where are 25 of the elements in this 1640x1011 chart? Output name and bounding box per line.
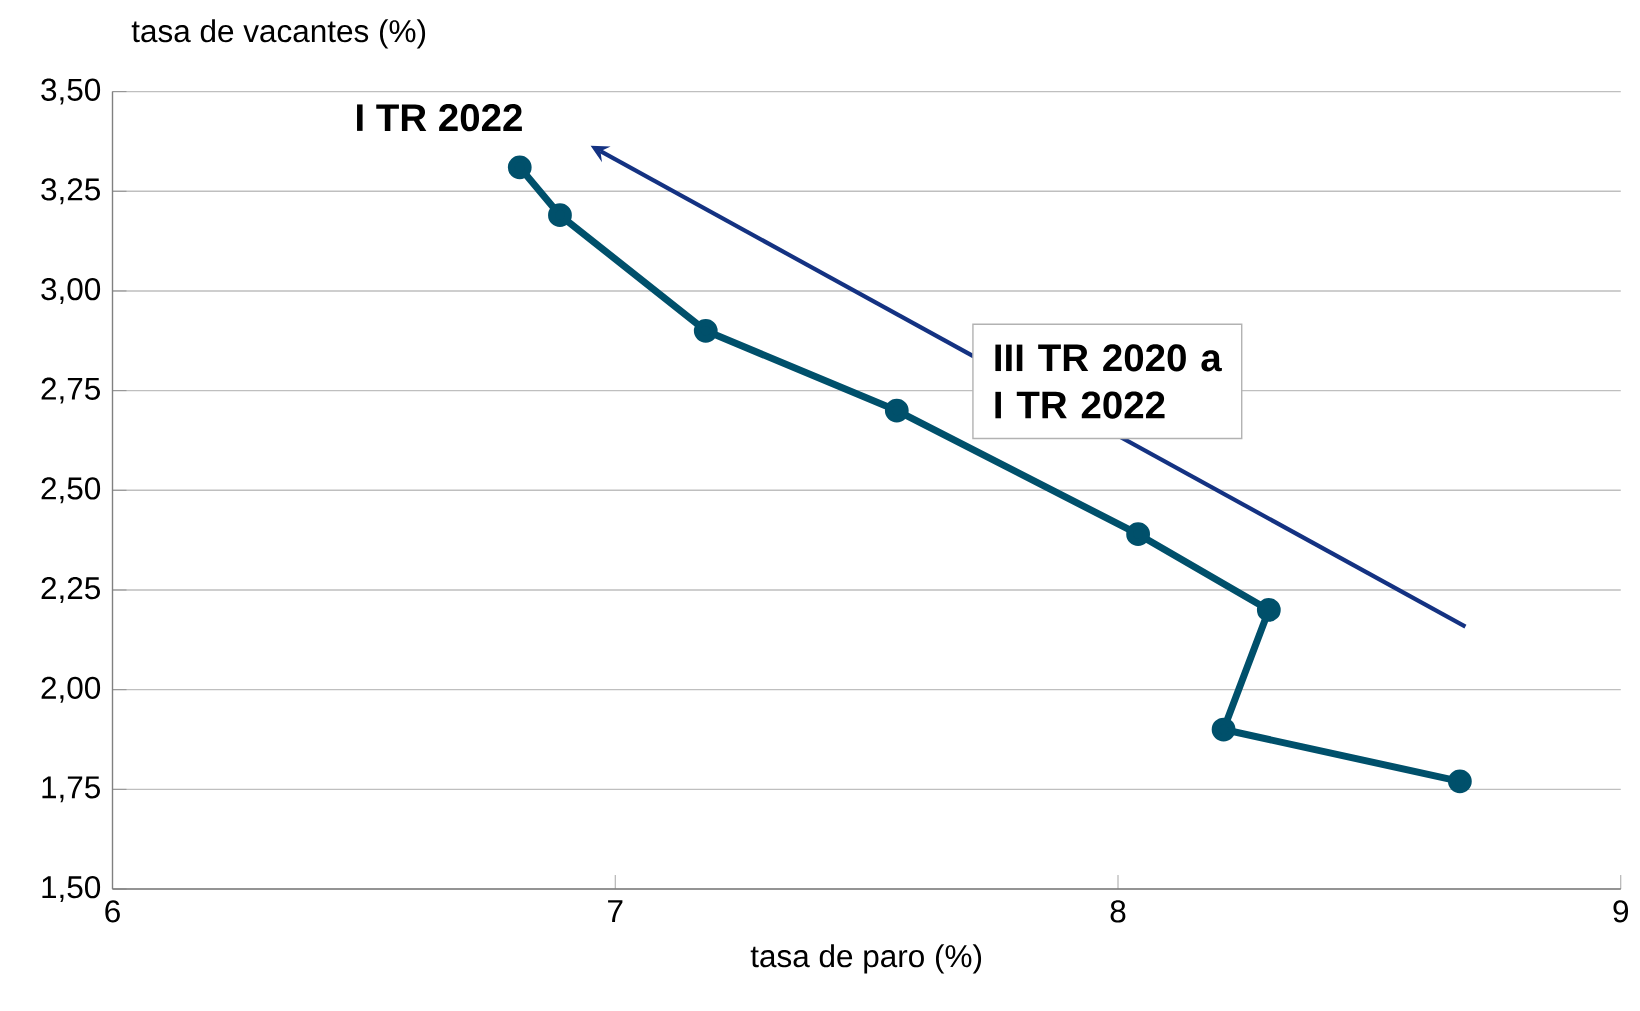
y-axis-title: tasa de vacantes (%) (131, 18, 426, 49)
x-axis-title: tasa de paro (%) (750, 943, 982, 974)
point (548, 203, 572, 227)
y-tick-label: 2,75 (41, 377, 100, 404)
y-tick-label: 3,50 (41, 78, 101, 105)
y-tick-label: 2,25 (41, 576, 100, 603)
x-tick-label: 7 (608, 899, 623, 922)
point (693, 318, 718, 343)
point (1256, 597, 1281, 622)
x-tick-label: 8 (1110, 899, 1126, 923)
point (884, 398, 909, 423)
point (507, 155, 532, 180)
point (1447, 769, 1472, 794)
point (1211, 717, 1236, 742)
annotation: III TR 2020 a I TR 2022 (995, 343, 1222, 419)
point (1126, 522, 1151, 546)
annotation: I TR 2022 (357, 103, 522, 132)
x-tick-label: 6 (105, 899, 120, 923)
y-tick-label: 2,00 (41, 676, 101, 703)
y-tick-label: 3,00 (41, 277, 101, 304)
x-tick-label: 9 (1613, 899, 1629, 923)
y-tick-label: 3,25 (41, 178, 100, 205)
y-tick-label: 2,50 (41, 477, 101, 504)
y-tick-label: 1,75 (42, 776, 100, 802)
y-tick-label: 1,50 (42, 875, 101, 902)
